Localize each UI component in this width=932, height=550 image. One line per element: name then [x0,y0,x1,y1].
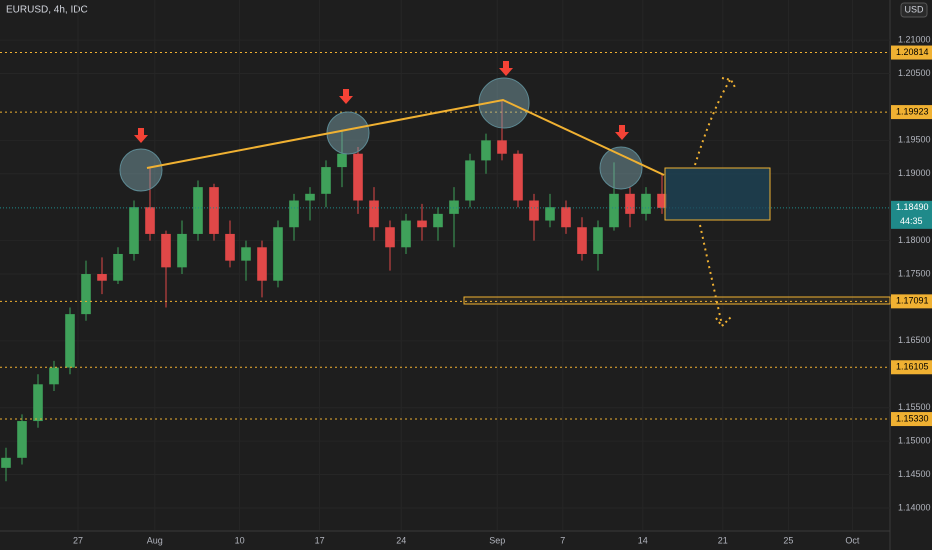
candle-body [593,227,603,254]
bearish-path [699,224,723,326]
candle-body [513,153,523,201]
level-label: 1.19923 [896,106,929,116]
candle-body [433,213,443,228]
bearish-arrowhead [715,315,733,328]
level-label: 1.16105 [896,362,929,372]
candle-body [161,233,171,268]
drawings [119,61,891,328]
x-tick-label: 7 [560,535,565,545]
support-zone [463,296,891,305]
x-tick-label: 25 [783,535,793,545]
red-arrow [615,125,629,140]
candle-body [465,160,475,201]
peak-circle [478,77,530,129]
candle-body [353,153,363,201]
plot-area [0,52,890,482]
level-label-box [891,45,932,60]
bullish-path [694,79,731,166]
candle-body [1,457,11,468]
level-label-box [891,105,932,120]
x-tick-label: 17 [315,535,325,545]
candle-body [145,207,155,234]
candle-body [209,187,219,234]
currency-label[interactable]: USD [904,4,924,14]
candle-body [529,200,539,221]
peak-circle [599,146,643,190]
candle-body [193,187,203,234]
candle-body [545,207,555,221]
candle-body [321,167,331,194]
candle-body [657,193,667,208]
x-tick-label: 24 [396,535,406,545]
level-label: 1.15330 [896,413,929,423]
y-tick-label: 1.18000 [898,235,931,245]
candle-body [609,193,619,228]
red-arrow [339,89,353,104]
candle-body [257,247,267,281]
candle-body [401,220,411,248]
y-tick-label: 1.19000 [898,168,931,178]
candle-body [177,233,187,268]
candle-body [385,227,395,248]
red-arrow [134,128,148,143]
level-label: 1.17091 [896,296,929,306]
candle-body [641,193,651,214]
countdown-label: 44:35 [900,216,923,226]
candle-body [273,227,283,281]
y-tick-label: 1.16500 [898,335,931,345]
x-tick-label: Sep [489,535,505,545]
y-tick-label: 1.19500 [898,135,931,145]
y-tick-label: 1.15000 [898,435,931,445]
candle-body [129,207,139,254]
red-arrow [499,61,513,76]
candle-body [225,233,235,261]
y-tick-label: 1.14000 [898,502,931,512]
x-tick-label: 10 [235,535,245,545]
candle-body [625,193,635,214]
peak-circle [119,148,163,192]
neckline [146,98,665,176]
bullish-arrowhead [721,77,737,90]
y-tick-label: 1.20500 [898,68,931,78]
candle-body [65,314,75,368]
price-axis: 1.21000 1.20500 1.19500 1.19000 1.18000 1.175… [73,34,932,545]
candle-body [49,367,59,385]
x-tick-label: 14 [638,535,648,545]
x-tick-label: Aug [147,535,163,545]
candle-body [81,274,91,315]
y-tick-label: 1.15500 [898,402,931,412]
candle-body [449,200,459,214]
candle-body [113,253,123,281]
candle-body [289,200,299,228]
last-price-box [891,200,932,229]
level-label-box [891,294,932,309]
candle-body [305,193,315,201]
y-tick-label: 1.14500 [898,469,931,479]
level-label-box [891,360,932,375]
target-box [664,167,771,221]
candle-body [241,247,251,261]
candle-body [337,153,347,168]
candle-body [33,384,43,422]
x-tick-label: 27 [73,535,83,545]
symbol-title: EURUSD, 4h, IDC [6,5,88,16]
candle-body [497,140,507,154]
last-price-label: 1.18490 [896,202,929,212]
level-label-box [891,412,932,427]
candle-body [481,140,491,161]
y-tick-label: 1.21000 [898,34,931,44]
candle-body [577,227,587,254]
x-tick-label: 21 [718,535,728,545]
y-tick-label: 1.17500 [898,268,931,278]
candle-body [417,220,427,228]
candle-body [369,200,379,228]
candle-body [97,274,107,281]
candle-body [561,207,571,228]
x-tick-label: Oct [845,535,860,545]
currency-button[interactable] [900,2,928,18]
candle-body [17,421,27,458]
level-label: 1.20814 [896,47,929,57]
